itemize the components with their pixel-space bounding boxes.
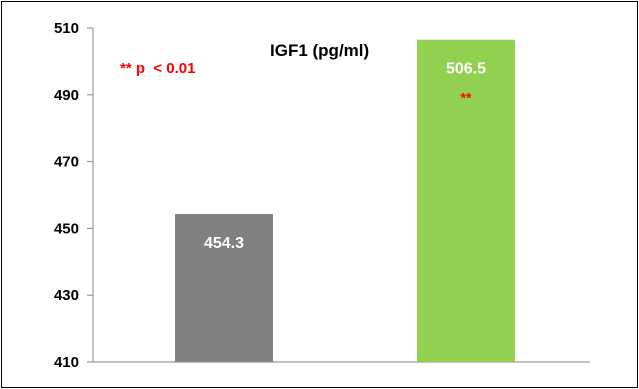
y-tick-label: 490 [54, 87, 79, 104]
y-tick-label: 450 [54, 220, 79, 237]
y-tick-label: 410 [54, 354, 79, 371]
chart-title: IGF1 (pg/ml) [270, 41, 369, 60]
bar-value-label: 454.3 [204, 235, 244, 252]
bar-value-label: 506.5 [446, 61, 486, 78]
significance-marker: ** [461, 90, 472, 106]
significance-note: ** p < 0.01 [120, 60, 195, 77]
bar [417, 39, 515, 362]
bar [175, 214, 273, 362]
bars: 454.3 506.5 ** [175, 39, 515, 362]
y-tick-label: 470 [54, 154, 79, 171]
y-tick-label: 430 [54, 287, 79, 304]
y-tick-label: 510 [54, 20, 79, 37]
